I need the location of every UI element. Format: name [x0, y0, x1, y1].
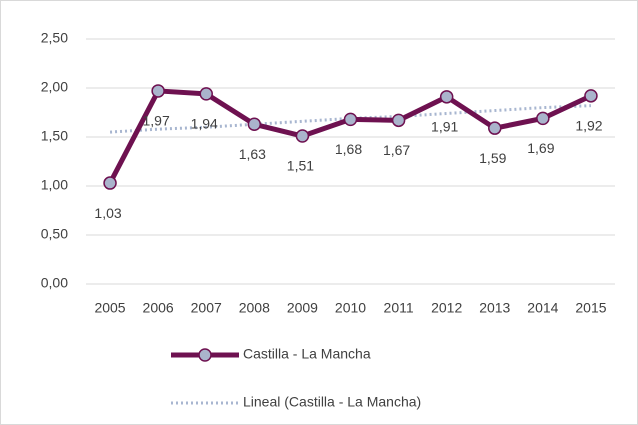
y-tick-label: 0,50 — [41, 226, 68, 242]
data-label: 1,03 — [94, 205, 121, 221]
data-label: 1,67 — [383, 142, 410, 158]
legend-label: Castilla - La Mancha — [243, 346, 371, 362]
x-tick-label: 2006 — [143, 300, 174, 316]
marker — [536, 111, 550, 126]
marker — [151, 84, 165, 98]
x-tick-label: 2014 — [527, 300, 558, 316]
data-label: 1,91 — [431, 119, 458, 135]
marker — [247, 117, 262, 132]
x-tick-label: 2005 — [94, 300, 125, 316]
marker — [488, 121, 502, 135]
x-tick-label: 2012 — [431, 300, 462, 316]
data-label: 1,63 — [239, 146, 266, 162]
y-tick-label: 1,00 — [41, 177, 68, 193]
data-label: 1,92 — [575, 118, 602, 134]
marker — [295, 129, 310, 143]
x-tick-label: 2015 — [575, 300, 606, 316]
x-tick-label: 2013 — [479, 300, 510, 316]
marker — [584, 89, 598, 103]
x-tick-label: 2010 — [335, 300, 366, 316]
marker — [439, 90, 454, 104]
x-tick-label: 2008 — [239, 300, 270, 316]
legend-label: Lineal (Castilla - La Mancha) — [243, 394, 421, 410]
marker — [343, 112, 358, 127]
y-tick-label: 2,50 — [41, 30, 68, 46]
y-tick-label: 0,00 — [41, 275, 68, 291]
x-tick-label: 2009 — [287, 300, 318, 316]
marker — [103, 176, 117, 190]
data-label: 1,69 — [527, 140, 554, 156]
data-label: 1,94 — [191, 116, 218, 132]
marker — [391, 113, 406, 128]
legend-marker — [198, 348, 212, 362]
data-label: 1,68 — [335, 141, 362, 157]
data-label: 1,51 — [287, 158, 314, 174]
data-label: 1,97 — [143, 113, 170, 129]
x-tick-label: 2007 — [191, 300, 222, 316]
y-tick-label: 2,00 — [41, 79, 68, 95]
y-tick-label: 1,50 — [41, 128, 68, 144]
data-label: 1,59 — [479, 150, 506, 166]
marker — [199, 87, 213, 101]
x-tick-label: 2011 — [384, 300, 414, 316]
